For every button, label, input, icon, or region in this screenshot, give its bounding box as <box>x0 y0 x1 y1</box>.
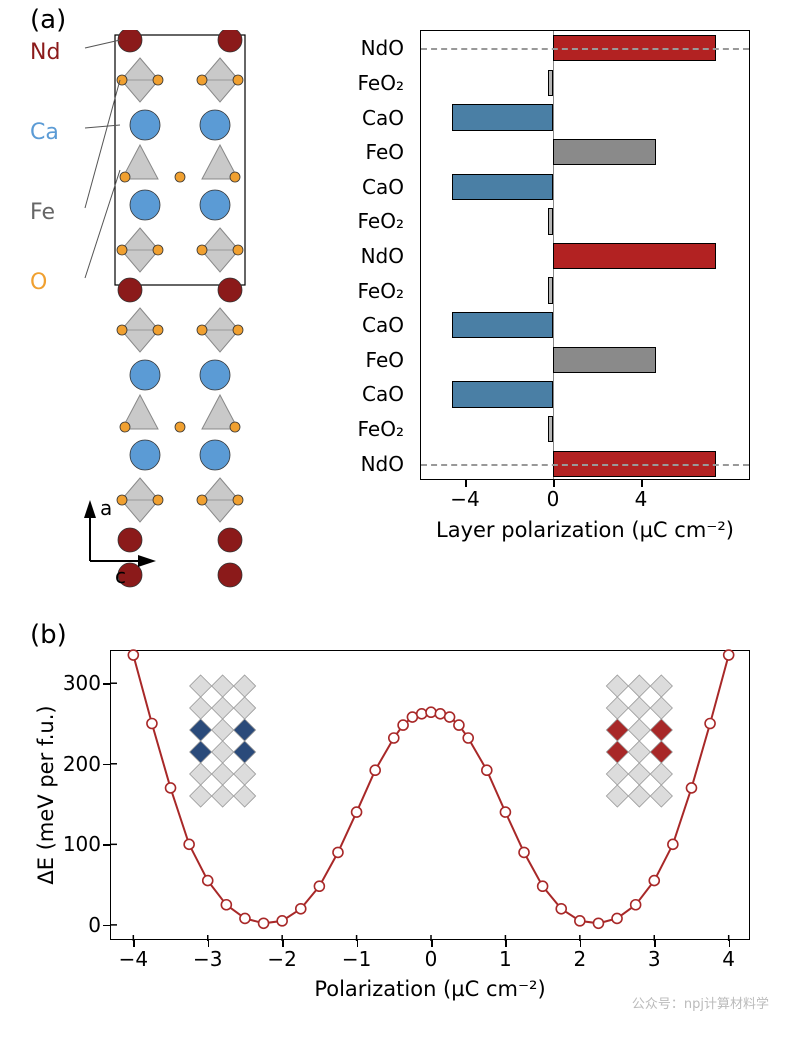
bar-plot-area: NdOFeO₂CaOFeOCaOFeO₂NdOFeO₂CaOFeOCaOFeO₂… <box>420 30 750 480</box>
bar-xtick-label: −4 <box>450 487 479 511</box>
panel-a: (a) NdCaFeO a c NdOFe <box>0 0 789 600</box>
line-svg <box>111 651 751 941</box>
bar-label: NdO <box>324 36 404 60</box>
line-ytick-label: 200 <box>51 752 101 776</box>
bar-label: CaO <box>324 106 404 130</box>
bar <box>452 174 553 200</box>
layer-polarization-chart: NdOFeO₂CaOFeOCaOFeO₂NdOFeO₂CaOFeOCaOFeO₂… <box>360 30 760 540</box>
bar-label: FeO₂ <box>324 209 404 233</box>
line-ytick-label: 100 <box>51 832 101 856</box>
bar-label: NdO <box>324 452 404 476</box>
line-xtick-label: −1 <box>342 947 371 971</box>
axes: a c <box>70 496 160 580</box>
line-xtick-label: 3 <box>648 947 661 971</box>
line-xtick-label: −3 <box>193 947 222 971</box>
bar-label: FeO₂ <box>324 71 404 95</box>
bar <box>452 312 553 338</box>
bar <box>553 139 656 165</box>
energy-polarization-plot: ΔE (meV per f.u.) Polarization (µC cm⁻²)… <box>110 650 750 940</box>
line-xtick-label: 1 <box>499 947 512 971</box>
line-xtick-label: 4 <box>722 947 735 971</box>
atom-label-ca: Ca <box>30 120 59 145</box>
panel-b: (b) ΔE (meV per f.u.) Polarization (µC c… <box>0 620 789 1020</box>
line-ytick-label: 0 <box>51 913 101 937</box>
line-xtick-label: −4 <box>119 947 148 971</box>
bar <box>548 70 554 96</box>
bar-label: CaO <box>324 313 404 337</box>
bar <box>548 416 554 442</box>
atom-label-fe: Fe <box>30 200 55 225</box>
watermark: 公众号：npj计算材料学 <box>632 993 769 1012</box>
bar-xtick-label: 0 <box>547 487 560 511</box>
line-xtick-label: −2 <box>267 947 296 971</box>
bar <box>553 347 656 373</box>
bar <box>452 104 553 130</box>
bar-label: NdO <box>324 244 404 268</box>
panel-b-label: (b) <box>30 620 67 650</box>
crystal-structure: Nd Ca Fe O a c <box>30 30 350 590</box>
bar-xtick-label: 4 <box>635 487 648 511</box>
axis-a: a <box>100 496 112 520</box>
bar <box>548 208 554 234</box>
bar <box>548 277 554 303</box>
bar-label: FeO₂ <box>324 279 404 303</box>
bar-xlabel: Layer polarization (µC cm⁻²) <box>420 518 750 542</box>
line-ytick-label: 300 <box>51 671 101 695</box>
axis-c: c <box>115 564 126 588</box>
line-ylabel: ΔE (meV per f.u.) <box>34 705 58 884</box>
bar-label: CaO <box>324 175 404 199</box>
figure: (a) NdCaFeO a c NdOFe <box>0 0 789 1020</box>
bar-label: CaO <box>324 382 404 406</box>
line-xtick-label: 0 <box>425 947 438 971</box>
bar <box>553 243 716 269</box>
bar-label: FeO <box>324 348 404 372</box>
bar <box>452 381 553 407</box>
bar-label: FeO <box>324 140 404 164</box>
atom-label-nd: Nd <box>30 40 60 65</box>
bar-label: FeO₂ <box>324 417 404 441</box>
line-xtick-label: 2 <box>573 947 586 971</box>
atom-label-o: O <box>30 270 47 295</box>
